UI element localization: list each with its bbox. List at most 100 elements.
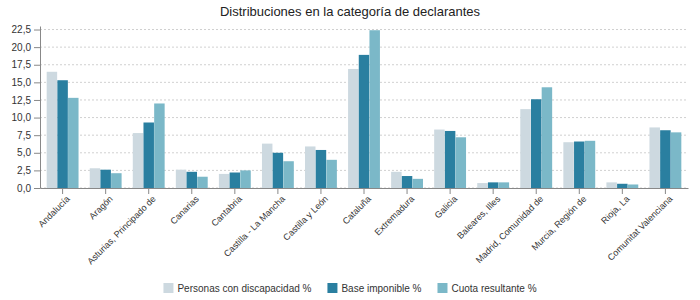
- x-tick: Rioja, La: [599, 188, 631, 226]
- x-tick: Cantabria: [209, 188, 244, 228]
- bar: [531, 99, 541, 188]
- bar: [369, 30, 379, 188]
- x-tick: Comunitat Valenciana: [606, 188, 675, 263]
- x-tick-label: Rioja, La: [599, 194, 631, 226]
- x-tick-mark: [665, 188, 666, 194]
- y-tick-mark: [34, 188, 40, 189]
- bar: [348, 69, 358, 188]
- y-tick-label: 2,5: [17, 165, 31, 176]
- x-tick-mark: [493, 188, 494, 194]
- bar: [90, 168, 100, 188]
- legend-swatch: [437, 283, 447, 293]
- bar: [359, 55, 369, 188]
- x-tick-mark: [277, 188, 278, 194]
- x-tick-mark: [191, 188, 192, 194]
- bar: [445, 131, 455, 188]
- y-tick: 12,5: [12, 95, 40, 106]
- x-tick: Galicia: [433, 188, 460, 220]
- bar: [477, 183, 487, 188]
- x-tick: Aragón: [87, 188, 115, 221]
- bar: [434, 130, 444, 188]
- x-tick-label: Asturias, Principado de: [85, 194, 158, 267]
- x-tick-label: Castilla y León: [281, 194, 330, 243]
- x-tick-label: Galicia: [433, 194, 460, 221]
- legend-label: Cuota resultante %: [451, 283, 536, 294]
- y-tick-mark: [34, 153, 40, 154]
- x-tick-label: Andalucía: [36, 194, 71, 229]
- y-tick: 22,5: [12, 24, 40, 35]
- x-tick: Canarias: [168, 188, 201, 226]
- y-tick-mark: [34, 170, 40, 171]
- bar: [143, 122, 153, 188]
- x-tick-mark: [536, 188, 537, 194]
- legend-item: Personas con discapacidad %: [163, 283, 311, 294]
- bar: [197, 177, 207, 188]
- legend-swatch: [163, 283, 173, 293]
- y-tick-mark: [34, 65, 40, 66]
- bar: [57, 80, 67, 188]
- bar: [542, 87, 552, 188]
- y-tick-label: 17,5: [12, 59, 32, 70]
- plot: 0,02,55,07,510,012,515,017,520,022,5Anda…: [12, 24, 689, 266]
- x-tick-mark: [364, 188, 365, 194]
- y-tick: 5,0: [17, 147, 40, 158]
- y-axis-line: [40, 27, 41, 189]
- y-tick-label: 22,5: [12, 24, 32, 35]
- bar: [628, 184, 638, 188]
- x-tick-label: Extremadura: [373, 194, 417, 238]
- bar: [402, 176, 412, 188]
- x-tick-mark: [234, 188, 235, 194]
- bar: [176, 170, 186, 188]
- bar: [133, 133, 143, 188]
- bar: [520, 109, 530, 188]
- legend-label: Base imponible %: [341, 283, 421, 294]
- y-tick-label: 0,0: [17, 183, 31, 194]
- y-tick-label: 15,0: [12, 77, 32, 88]
- x-tick-label: Canarias: [168, 193, 201, 226]
- x-tick-label: Cataluña: [341, 194, 374, 227]
- bar: [499, 182, 509, 188]
- x-tick-label: Murcia, Región de: [530, 194, 589, 253]
- x-tick: Asturias, Principado de: [85, 188, 158, 266]
- x-tick: Andalucía: [36, 188, 71, 229]
- y-tick: 0,0: [17, 183, 40, 194]
- y-tick-mark: [34, 135, 40, 136]
- bar: [283, 161, 293, 188]
- y-tick-mark: [34, 47, 40, 48]
- legend-swatch: [327, 283, 337, 293]
- bar: [574, 142, 584, 188]
- x-tick: Madrid, Comunidad de: [474, 188, 545, 265]
- legend-label: Personas con discapacidad %: [177, 283, 311, 294]
- x-tick: Baleares, Illes: [455, 188, 502, 241]
- bar: [606, 182, 616, 188]
- x-tick-mark: [407, 188, 408, 194]
- x-tick-mark: [148, 188, 149, 194]
- bar: [111, 173, 121, 188]
- grid: [40, 30, 688, 188]
- x-tick: Extremadura: [373, 188, 417, 237]
- y-tick-mark: [34, 100, 40, 101]
- y-tick-label: 12,5: [12, 95, 32, 106]
- bar: [456, 137, 466, 188]
- grid-line: [40, 29, 688, 30]
- x-tick-mark: [450, 188, 451, 194]
- bar: [100, 170, 110, 188]
- chart: Distribuciones en la categoría de declar…: [0, 0, 700, 300]
- bar: [262, 144, 272, 188]
- y-tick: 15,0: [12, 77, 40, 88]
- bar-series: [57, 55, 670, 188]
- bar: [305, 146, 315, 188]
- bar: [326, 160, 336, 188]
- x-tick: Murcia, Región de: [530, 188, 589, 253]
- y-tick-mark: [34, 30, 40, 31]
- y-axis: 0,02,55,07,510,012,515,017,520,022,5: [12, 24, 41, 193]
- bar: [219, 174, 229, 188]
- legend-item: Base imponible %: [327, 283, 421, 294]
- x-tick-label: Cantabria: [209, 194, 244, 229]
- x-tick-label: Baleares, Illes: [455, 193, 502, 240]
- x-tick-label: Aragón: [87, 194, 115, 222]
- bar: [563, 142, 573, 188]
- bar: [68, 98, 78, 188]
- y-tick-mark: [34, 118, 40, 119]
- bar: [413, 179, 423, 188]
